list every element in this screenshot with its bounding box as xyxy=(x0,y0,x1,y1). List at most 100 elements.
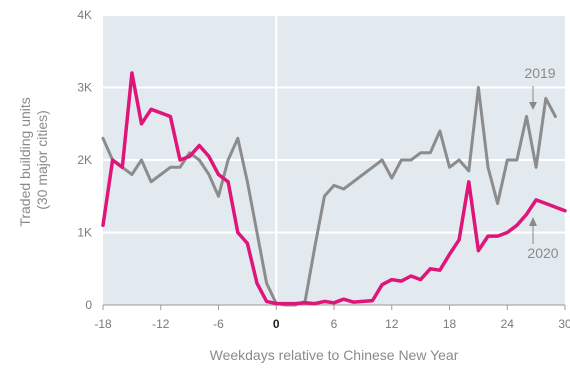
data-point-2020 xyxy=(227,180,229,183)
data-point-2019 xyxy=(208,173,210,176)
data-point-2020 xyxy=(150,108,152,111)
data-point-2019 xyxy=(458,159,460,161)
data-point-2020 xyxy=(159,112,162,114)
x-axis-title: Weekdays relative to Chinese New Year xyxy=(210,347,459,363)
y-tick-label: 4K xyxy=(77,8,92,22)
x-tick-label: 30 xyxy=(558,317,570,331)
data-point-2019 xyxy=(342,188,345,190)
data-point-2019 xyxy=(188,151,191,154)
data-point-2019 xyxy=(535,166,537,169)
y-axis-title-line-2: (30 major cities) xyxy=(34,110,50,210)
data-point-2020 xyxy=(390,278,393,281)
data-point-2020 xyxy=(236,231,239,234)
data-point-2019 xyxy=(150,180,152,183)
data-point-2019 xyxy=(439,130,441,132)
series-line-2019 xyxy=(101,86,557,307)
data-point-2019 xyxy=(477,86,480,89)
data-point-2020 xyxy=(564,209,566,212)
x-tick-label: -18 xyxy=(94,317,112,331)
data-point-2019 xyxy=(516,159,518,161)
data-point-2019 xyxy=(256,231,258,234)
data-point-2019 xyxy=(265,282,268,285)
data-point-2019 xyxy=(323,195,326,198)
data-point-2020 xyxy=(208,155,210,158)
data-point-2020 xyxy=(323,300,326,303)
x-tick-label: 24 xyxy=(501,317,515,331)
data-point-2020 xyxy=(496,235,499,237)
data-point-2020 xyxy=(506,231,509,234)
data-point-2019 xyxy=(496,202,499,205)
data-point-2019 xyxy=(217,195,220,198)
data-point-2020 xyxy=(381,283,383,286)
y-tick-label: 3K xyxy=(77,81,92,95)
x-tick-label: -12 xyxy=(152,317,170,331)
series-points-2020 xyxy=(102,72,566,305)
data-point-2019 xyxy=(102,137,104,140)
data-point-2020 xyxy=(544,202,547,205)
x-tick-label: 0 xyxy=(273,317,280,331)
data-point-2020 xyxy=(554,206,557,208)
data-point-2019 xyxy=(227,159,229,161)
data-point-2020 xyxy=(439,269,441,272)
y-axis-title: Traded building units (30 major cities) xyxy=(17,93,50,226)
data-point-2020 xyxy=(121,166,124,169)
y-tick-label: 1K xyxy=(77,226,92,240)
y-tick-label: 0 xyxy=(85,298,92,312)
data-point-2020 xyxy=(352,301,355,303)
data-point-2020 xyxy=(333,302,335,304)
data-point-2019 xyxy=(362,173,364,176)
data-point-2020 xyxy=(265,300,268,303)
data-point-2020 xyxy=(410,275,412,277)
data-point-2020 xyxy=(342,298,345,301)
data-point-2019 xyxy=(419,151,422,154)
data-point-2019 xyxy=(544,97,547,100)
data-point-2020 xyxy=(458,238,460,241)
data-point-2019 xyxy=(371,166,374,169)
data-point-2019 xyxy=(352,180,355,183)
data-point-2020 xyxy=(371,299,374,302)
data-point-2019 xyxy=(131,173,133,176)
x-tick-label: 18 xyxy=(443,317,457,331)
axes: 0 1K 2K 3K 4K -18 -12 -6 0 6 12 18 24 30 xyxy=(77,8,570,331)
data-point-2020 xyxy=(304,302,306,304)
data-point-2019 xyxy=(313,246,316,248)
annotation-arrowhead-2019 xyxy=(529,102,537,110)
data-point-2019 xyxy=(246,180,249,183)
data-point-2020 xyxy=(102,224,104,227)
series-label-2019: 2019 xyxy=(524,65,555,81)
data-point-2020 xyxy=(362,300,364,303)
data-point-2019 xyxy=(448,166,451,169)
data-point-2019 xyxy=(525,115,528,118)
data-point-2019 xyxy=(467,170,470,172)
annotations: 2019 2020 xyxy=(524,65,558,261)
data-point-2020 xyxy=(535,199,537,201)
data-point-2019 xyxy=(554,115,557,118)
data-point-2020 xyxy=(188,155,191,158)
data-point-2020 xyxy=(179,159,181,161)
data-point-2019 xyxy=(179,166,181,169)
data-point-2020 xyxy=(487,235,489,237)
data-point-2020 xyxy=(131,72,133,74)
data-point-2020 xyxy=(256,282,258,285)
data-point-2020 xyxy=(246,242,249,245)
annotation-arrowhead-2020 xyxy=(529,217,537,226)
data-point-2020 xyxy=(169,115,172,118)
data-point-2020 xyxy=(275,302,278,305)
data-point-2019 xyxy=(333,184,335,187)
data-point-2020 xyxy=(198,144,201,147)
data-point-2020 xyxy=(313,302,316,305)
x-tick-label: 12 xyxy=(385,317,399,331)
data-point-2020 xyxy=(448,253,451,256)
data-point-2019 xyxy=(236,137,239,140)
data-point-2020 xyxy=(294,302,297,305)
data-point-2020 xyxy=(140,122,143,125)
data-point-2020 xyxy=(429,267,432,270)
data-point-2019 xyxy=(410,159,412,161)
data-point-2020 xyxy=(419,278,422,281)
y-tick-label: 2K xyxy=(77,153,92,167)
x-tick-label: 6 xyxy=(331,317,338,331)
data-point-2020 xyxy=(111,159,114,161)
data-point-2019 xyxy=(390,177,393,179)
data-point-2020 xyxy=(467,180,470,183)
